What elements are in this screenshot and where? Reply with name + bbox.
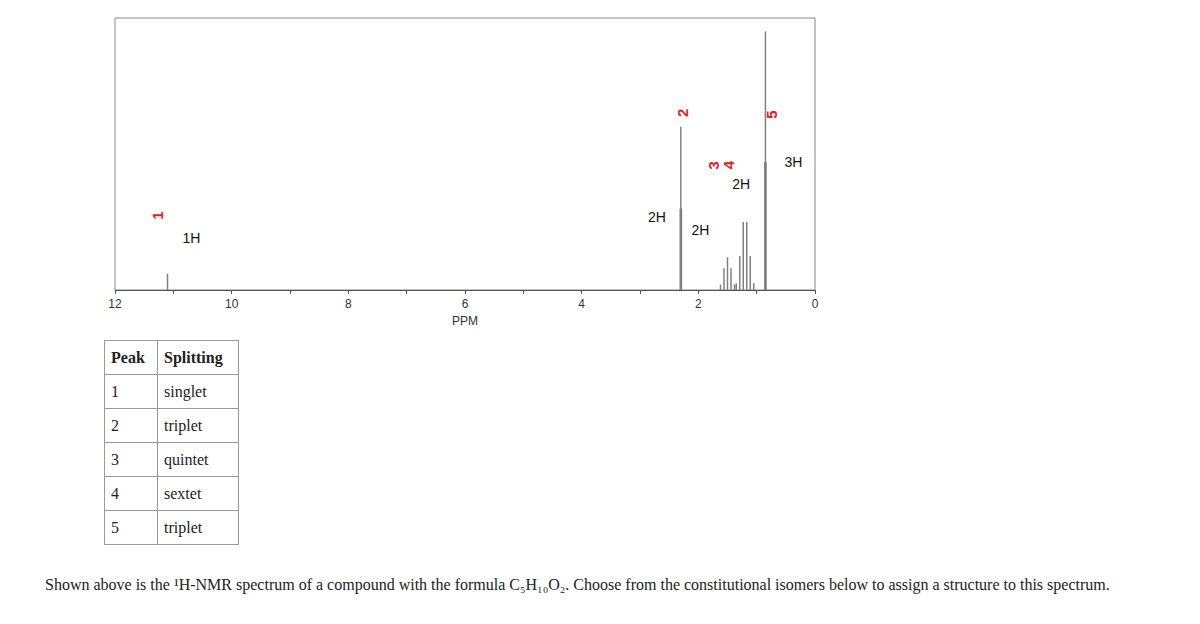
svg-text:2H: 2H [648,209,666,225]
html-text:4: 4 [111,484,119,502]
html-text:sextet: sextet [164,484,202,502]
html-text:1: 1 [111,382,119,400]
svg-text:2: 2 [695,297,702,311]
svg-text:12: 12 [108,297,122,311]
html-text:2: 2 [111,416,119,434]
html-text:triplet: triplet [164,518,203,536]
html-text:5: 5 [111,518,119,536]
svg-text:2H: 2H [692,222,710,238]
html-text:Shown above is the ¹H-NMR spec: Shown above is the ¹H-NMR spectrum of a … [45,576,1110,593]
html-text:singlet: singlet [164,382,207,400]
svg-text:0: 0 [812,297,819,311]
svg-text:4: 4 [720,160,737,169]
svg-text:3H: 3H [784,154,802,170]
svg-text:PPM: PPM [452,314,478,328]
svg-text:4: 4 [578,297,585,311]
svg-text:10: 10 [225,297,239,311]
html-text:Splitting: Splitting [164,348,223,366]
html-text:Peak: Peak [111,348,145,366]
html-text:triplet: triplet [164,416,203,434]
svg-text:5: 5 [763,110,780,118]
svg-text:3: 3 [705,161,722,170]
svg-text:2: 2 [674,109,691,117]
svg-text:1H: 1H [183,230,201,246]
svg-text:6: 6 [462,297,469,311]
svg-text:8: 8 [345,297,352,311]
svg-text:1: 1 [149,212,166,220]
svg-text:2H: 2H [732,176,750,192]
html-text:quintet: quintet [164,450,209,468]
html-text:3: 3 [111,450,119,468]
